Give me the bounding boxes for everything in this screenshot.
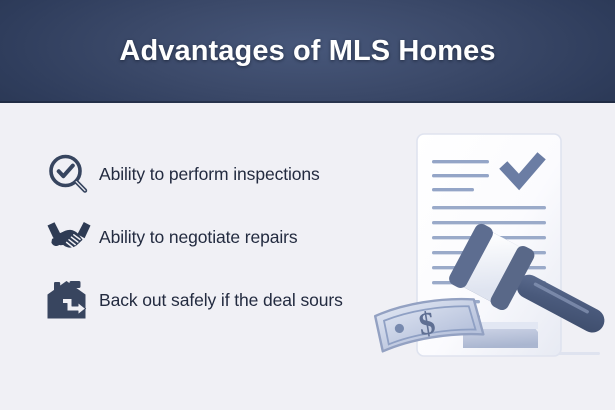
header-banner: Advantages of MLS Homes [0, 0, 615, 103]
benefits-list: Ability to perform inspections [44, 143, 374, 332]
house-exit-arrow-icon [44, 277, 94, 325]
dollar-symbol: $ [416, 304, 437, 342]
list-item: Back out safely if the deal sours [44, 269, 374, 332]
dollar-bill-icon: $ [373, 297, 485, 353]
handshake-icon [44, 214, 94, 262]
list-item-label: Back out safely if the deal sours [99, 290, 343, 310]
gavel-icon [449, 223, 605, 333]
list-item: Ability to negotiate repairs [44, 206, 374, 269]
list-item: Ability to perform inspections [44, 143, 374, 206]
list-item-label: Ability to perform inspections [99, 164, 320, 184]
page-title: Advantages of MLS Homes [119, 35, 496, 67]
checkmark-icon [499, 152, 546, 191]
magnifier-check-icon [44, 151, 94, 199]
list-item-label: Ability to negotiate repairs [99, 227, 298, 247]
contract-gavel-money-illustration: $ [370, 122, 615, 377]
